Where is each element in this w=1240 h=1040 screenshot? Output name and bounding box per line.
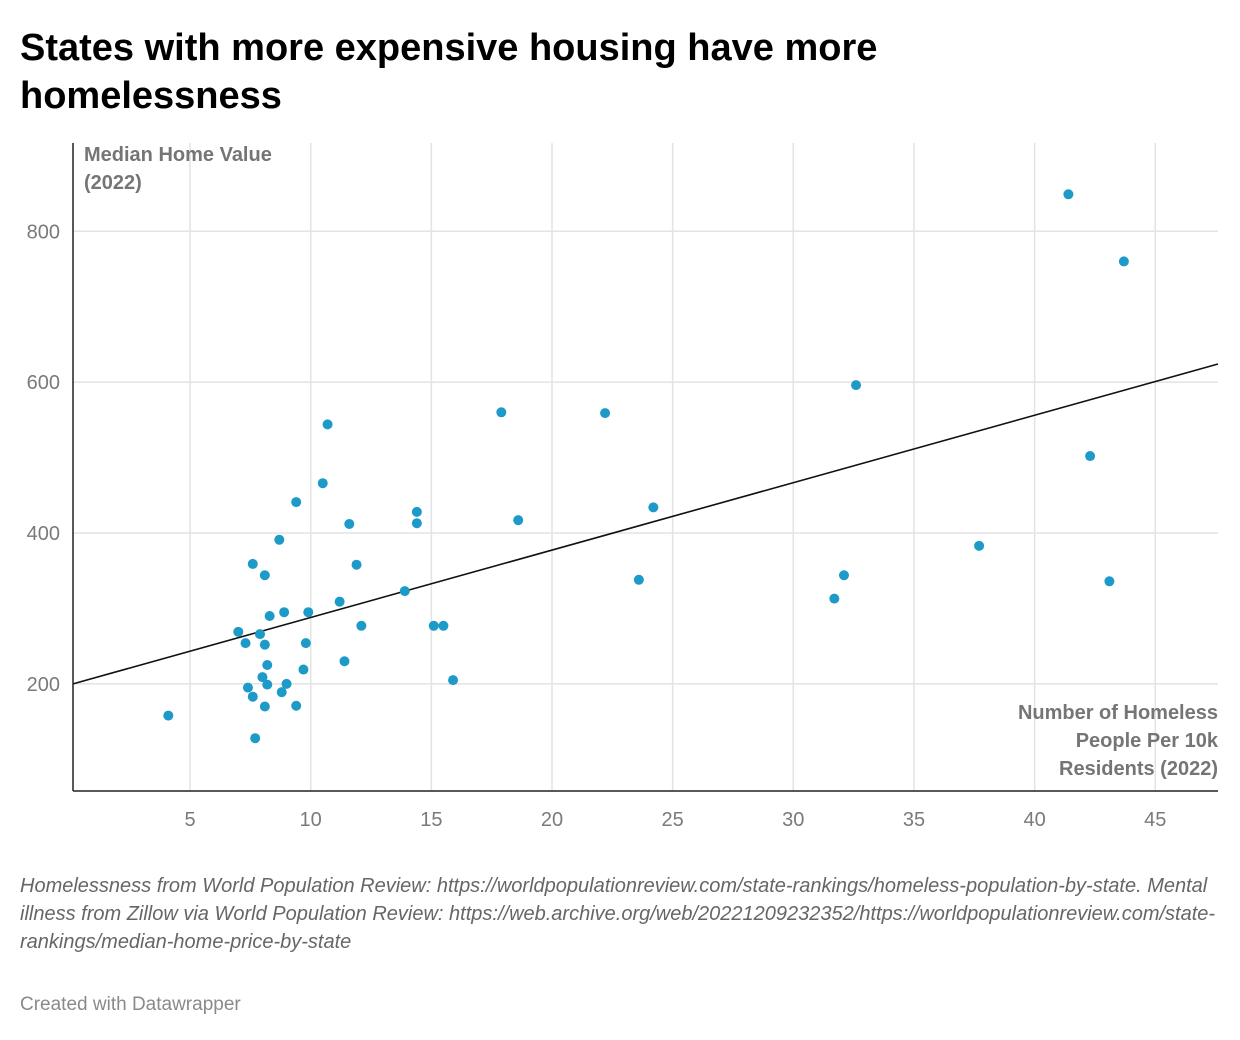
trendline	[72, 363, 1219, 685]
credit-text: Created with Datawrapper	[20, 994, 241, 1015]
data-point	[399, 586, 410, 597]
data-point	[1118, 256, 1129, 267]
data-point	[428, 620, 439, 631]
data-point	[513, 515, 524, 526]
data-point	[291, 700, 302, 711]
x-tick-label: 40	[1023, 809, 1045, 831]
data-point	[356, 620, 367, 631]
x-tick-label: 35	[903, 809, 925, 831]
data-point	[411, 518, 422, 529]
data-point	[262, 679, 273, 690]
y-tick-label: 200	[27, 674, 60, 696]
data-point	[496, 407, 507, 418]
data-point	[279, 607, 290, 618]
data-point	[322, 419, 333, 430]
data-point	[259, 639, 270, 650]
source-notes: Homelessness from World Population Revie…	[20, 875, 1216, 953]
y-tick-label: 800	[27, 221, 60, 243]
x-axis-label-line2: People Per 10k	[1076, 730, 1219, 752]
trendline-group	[72, 363, 1219, 685]
data-point	[250, 733, 261, 744]
data-point	[255, 629, 266, 640]
x-tick-label: 30	[782, 809, 804, 831]
x-tick-label: 15	[420, 809, 442, 831]
data-point	[339, 656, 350, 667]
x-tick-label: 5	[184, 809, 195, 831]
data-point	[600, 408, 611, 419]
data-point	[334, 596, 345, 607]
tick-labels: 5 10 15 20 25 30 35 40 45 200 400 600 800	[27, 221, 1167, 831]
points-group	[163, 189, 1129, 744]
data-point	[1063, 189, 1074, 200]
data-point	[240, 638, 251, 649]
data-point	[291, 497, 302, 508]
x-tick-label: 10	[300, 809, 322, 831]
data-point	[351, 559, 362, 570]
data-point	[257, 672, 268, 683]
data-point	[829, 593, 840, 604]
y-axis-label-line2: (2022)	[84, 172, 142, 194]
scatter-chart: 5 10 15 20 25 30 35 40 45 200 400 600 800 Median Hom…	[27, 143, 1219, 831]
data-point	[974, 540, 985, 551]
data-point	[274, 534, 285, 545]
data-point	[1085, 451, 1096, 462]
data-point	[1104, 576, 1115, 587]
data-point	[648, 502, 659, 513]
y-tick-label: 600	[27, 372, 60, 394]
data-point	[233, 626, 244, 637]
data-point	[438, 620, 449, 631]
y-tick-label: 400	[27, 523, 60, 545]
x-tick-label: 25	[662, 809, 684, 831]
data-point	[259, 701, 270, 712]
data-point	[298, 664, 309, 675]
x-axis-label-line1: Number of Homeless	[1018, 702, 1218, 724]
data-point	[281, 678, 292, 689]
data-point	[247, 558, 258, 569]
data-point	[633, 574, 644, 585]
data-point	[851, 380, 862, 391]
x-axis-label-line3: Residents (2022)	[1059, 758, 1218, 780]
data-point	[262, 660, 273, 671]
data-point	[448, 675, 459, 686]
y-axis-label-line1: Median Home Value	[84, 144, 272, 166]
gridlines	[73, 143, 1218, 791]
data-point	[317, 478, 328, 489]
data-point	[411, 506, 422, 517]
data-point	[264, 610, 275, 621]
data-point	[247, 691, 258, 702]
x-tick-label: 20	[541, 809, 563, 831]
data-point	[259, 570, 270, 581]
data-point	[300, 638, 311, 649]
axes	[72, 143, 1218, 792]
data-point	[303, 607, 314, 618]
data-point	[344, 518, 355, 529]
data-point	[242, 682, 253, 693]
data-point	[276, 687, 287, 698]
data-point	[163, 710, 174, 721]
x-tick-label: 45	[1144, 809, 1166, 831]
data-point	[838, 570, 849, 581]
chart-title: States with more expensive housing have …	[20, 27, 878, 117]
